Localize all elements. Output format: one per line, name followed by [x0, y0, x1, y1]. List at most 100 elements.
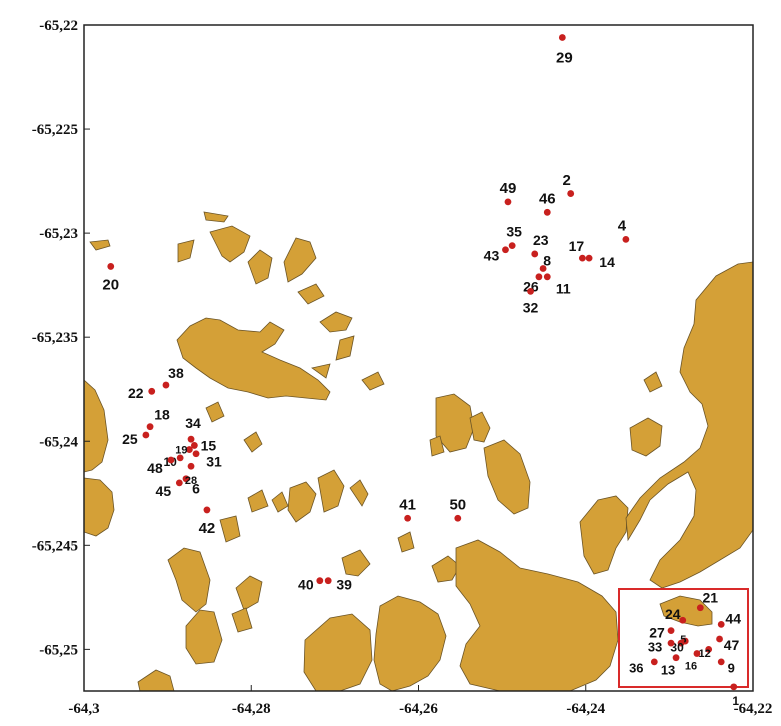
land-mass: [287, 481, 317, 523]
site-marker-17: [579, 254, 586, 262]
site-label-42: 42: [199, 520, 216, 537]
site-marker-41: [404, 514, 412, 522]
land-mass: [361, 371, 385, 391]
site-label-47: 47: [724, 637, 740, 653]
land-mass: [335, 335, 355, 361]
site-marker-50: [454, 514, 462, 522]
land-mass: [84, 379, 109, 473]
site-marker-11: [543, 273, 551, 281]
site-label-26: 26: [523, 279, 539, 295]
land-mass: [247, 489, 269, 513]
site-label-25: 25: [122, 431, 138, 447]
site-label-24: 24: [665, 606, 681, 622]
y-tick-label: -65,235: [32, 330, 78, 346]
site-marker-30: [677, 639, 685, 647]
land-mass: [209, 225, 251, 263]
land-mass: [303, 613, 373, 691]
site-marker-16: [693, 650, 701, 657]
land-mass: [247, 249, 273, 285]
site-label-31: 31: [206, 454, 222, 470]
site-label-12: 12: [699, 648, 711, 660]
land-mass: [643, 371, 663, 393]
site-marker-38: [162, 381, 170, 389]
site-marker-31: [192, 450, 200, 458]
site-label-46: 46: [539, 191, 556, 208]
site-label-50: 50: [449, 497, 466, 514]
site-label-20: 20: [102, 277, 119, 294]
site-marker-45: [175, 479, 183, 487]
site-label-23: 23: [533, 232, 549, 248]
site-label-2: 2: [563, 172, 571, 189]
site-label-39: 39: [336, 577, 352, 593]
land-mass: [659, 595, 713, 627]
site-marker-19: [185, 446, 193, 453]
site-label-19: 19: [175, 444, 187, 456]
site-label-6: 6: [192, 481, 200, 497]
site-marker-14: [585, 254, 593, 262]
y-tick-label: -65,25: [39, 642, 78, 658]
site-label-14: 14: [599, 254, 615, 270]
site-label-22: 22: [128, 385, 144, 401]
site-label-48: 48: [147, 460, 163, 476]
site-marker-29: [558, 34, 566, 41]
site-marker-22: [148, 387, 156, 395]
site-label-15: 15: [201, 437, 217, 453]
x-tick-label: -64,3: [68, 701, 99, 717]
site-marker-8: [539, 265, 547, 272]
site-label-29: 29: [556, 50, 573, 67]
x-tick-label: -64,24: [566, 701, 605, 717]
site-marker-18: [146, 423, 154, 431]
land-mass: [625, 261, 753, 589]
site-label-8: 8: [543, 252, 551, 268]
site-marker-47: [716, 635, 723, 643]
x-tick-label: -64,26: [399, 701, 438, 717]
land-mass: [185, 609, 223, 665]
land-mass: [397, 531, 415, 553]
site-marker-43: [502, 246, 509, 254]
site-marker-46: [543, 208, 551, 216]
site-label-28: 28: [185, 475, 197, 487]
site-label-18: 18: [154, 407, 170, 423]
x-tick-label: -64,22: [734, 701, 773, 717]
site-label-13: 13: [661, 662, 675, 677]
site-marker-12: [705, 645, 713, 653]
site-label-36: 36: [629, 660, 643, 675]
x-axis: -64,3 -64,28 -64,26 -64,24 -64,22: [68, 685, 772, 717]
site-label-21: 21: [703, 590, 719, 606]
site-marker-28: [187, 462, 195, 470]
land-mass: [319, 311, 353, 333]
site-marker-49: [504, 198, 512, 206]
site-label-40: 40: [298, 577, 314, 593]
site-marker-23: [531, 250, 539, 258]
site-label-32: 32: [523, 299, 539, 315]
site-marker-42: [203, 506, 211, 514]
land-layer: [84, 211, 753, 691]
site-marker-4: [622, 235, 630, 243]
land-mass: [483, 439, 531, 515]
site-marker-26: [535, 273, 543, 281]
land-mass: [455, 539, 619, 691]
land-mass: [205, 401, 225, 423]
site-marker-39: [324, 577, 332, 585]
site-label-27: 27: [649, 625, 665, 641]
site-label-17: 17: [569, 238, 585, 254]
site-marker-27: [667, 627, 675, 635]
land-mass: [311, 363, 331, 379]
land-mass: [469, 411, 491, 443]
site-marker-6: [182, 475, 190, 483]
land-mass: [167, 547, 211, 613]
land-mass: [629, 417, 663, 457]
site-marker-2: [567, 190, 575, 197]
site-label-49: 49: [500, 180, 517, 197]
land-mass: [84, 477, 115, 537]
sampling-sites: 1245689101112131415161718192021222324252…: [102, 34, 741, 708]
y-tick-label: -65,22: [39, 18, 78, 34]
site-marker-35: [508, 242, 516, 250]
land-mass: [579, 495, 629, 575]
site-label-4: 4: [618, 218, 627, 235]
land-mass: [231, 607, 253, 633]
site-label-11: 11: [556, 281, 571, 297]
land-mass: [243, 431, 263, 453]
land-mass: [137, 669, 175, 691]
site-label-33: 33: [648, 640, 662, 655]
